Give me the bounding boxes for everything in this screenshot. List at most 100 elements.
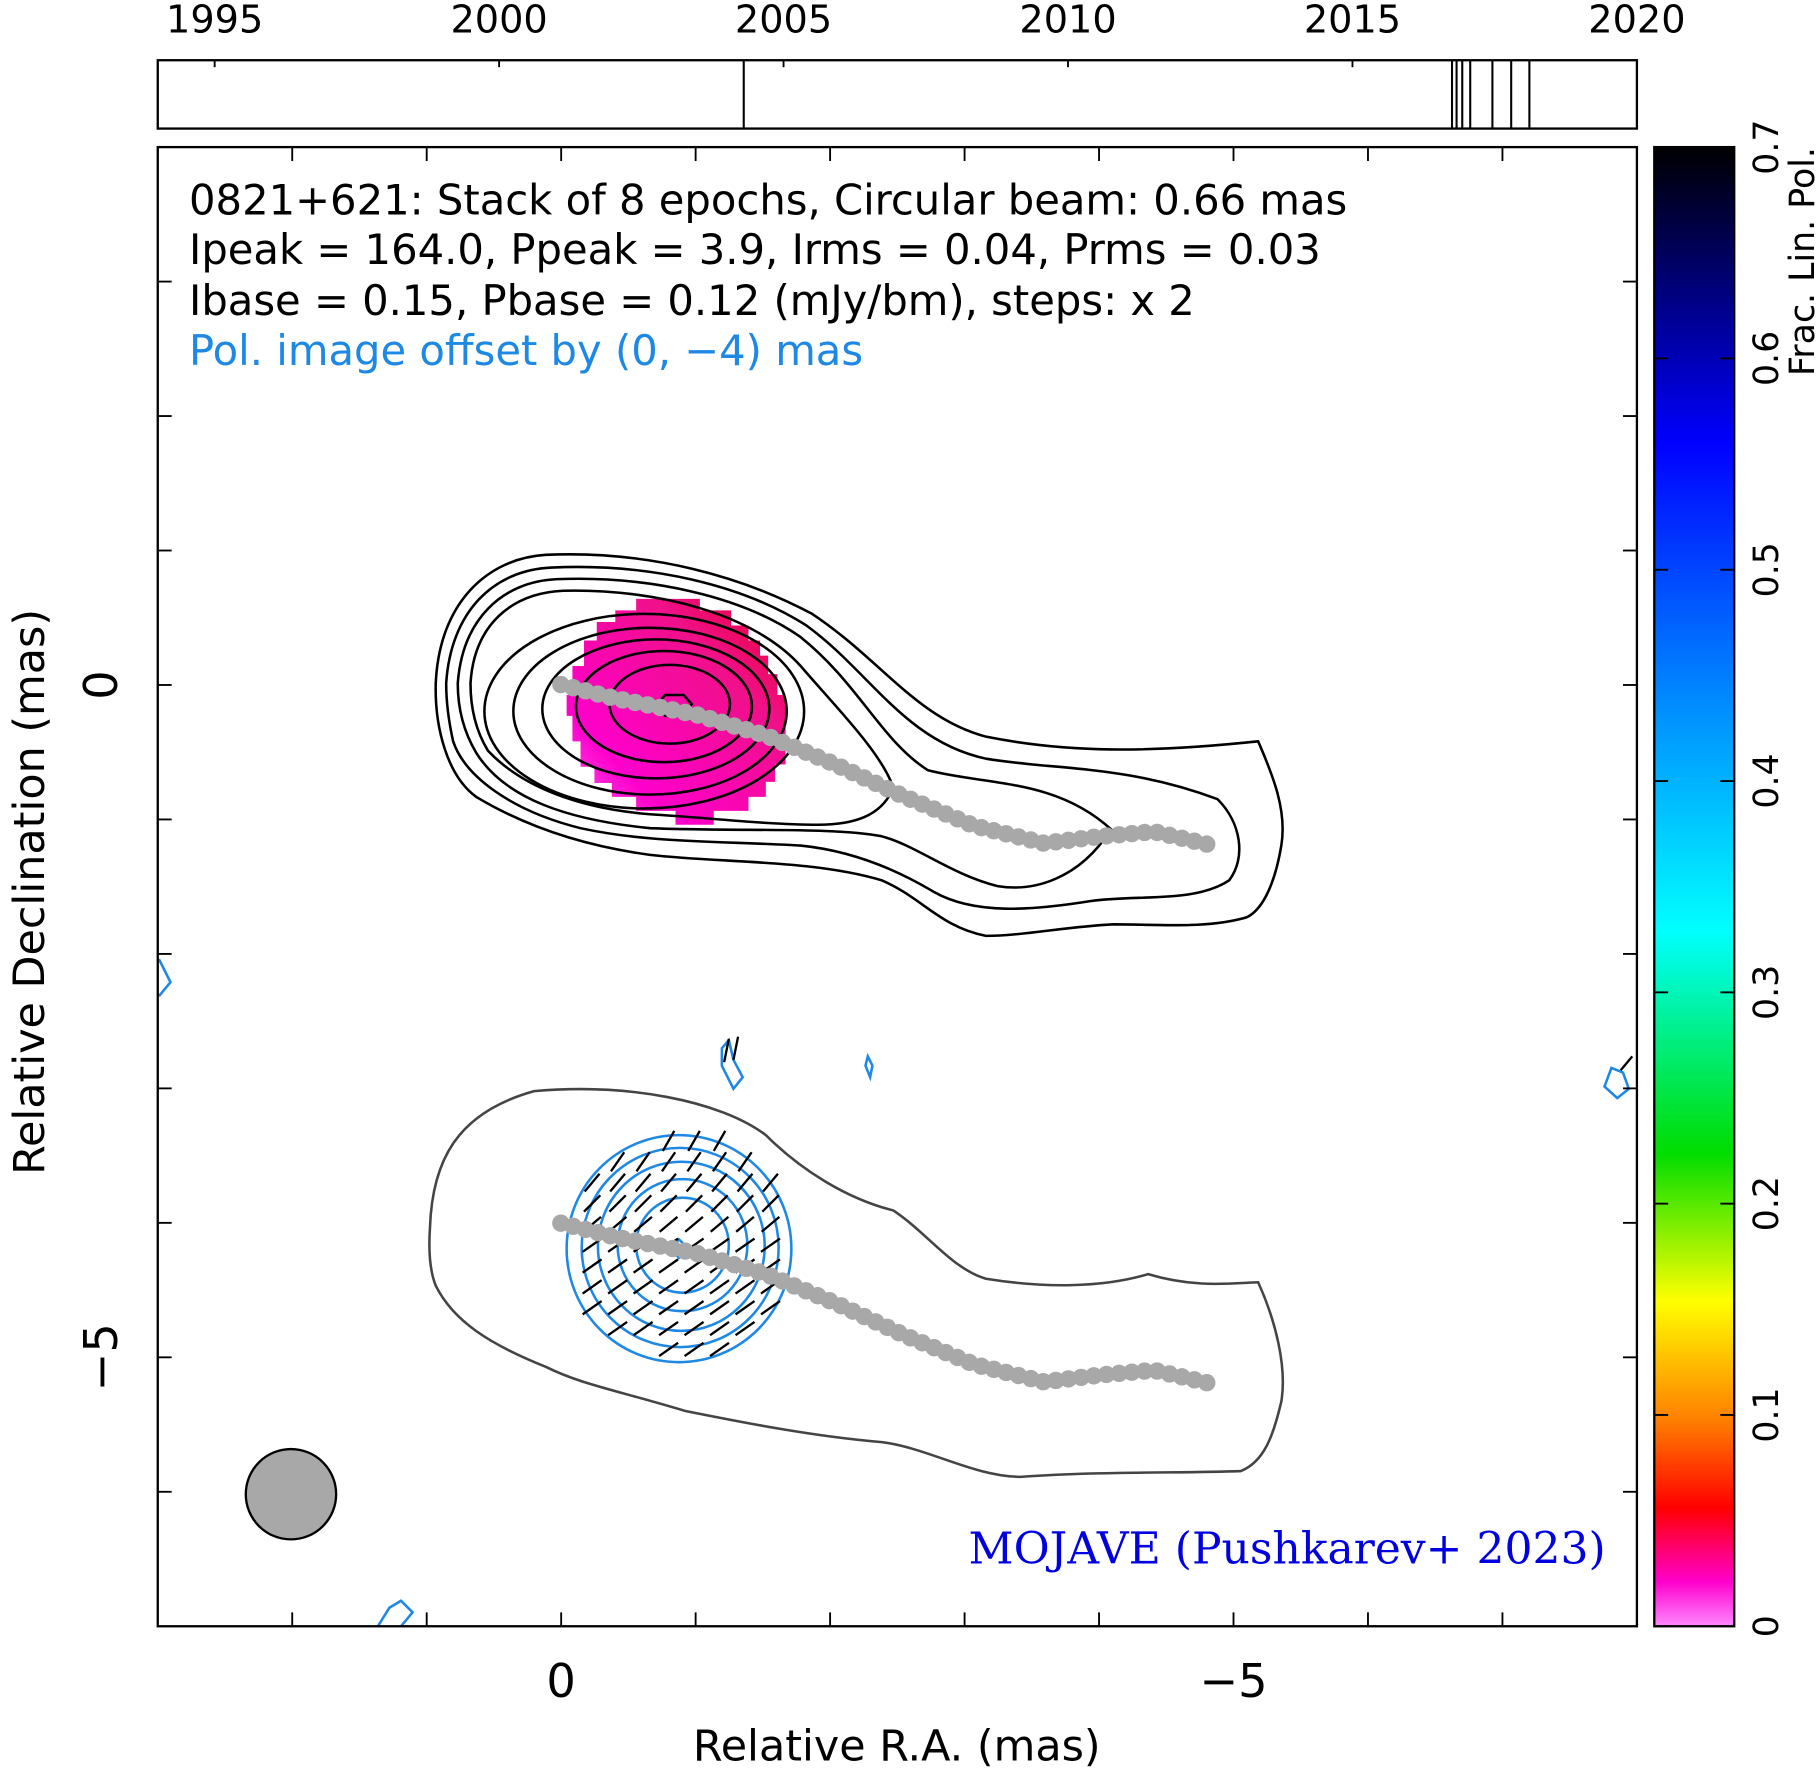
colorbar-tick-label: 0.1	[1747, 1387, 1787, 1442]
evpa-vector	[686, 1151, 702, 1172]
y-tick-label: 0	[74, 670, 128, 699]
credit: MOJAVE (Pushkarev+ 2023)	[969, 1524, 1606, 1575]
year-label: 2010	[1019, 0, 1116, 42]
pol-contour	[376, 1599, 415, 1627]
title-line: 0821+621: Stack of 8 epochs, Circular be…	[189, 175, 1347, 224]
evpa-vector	[632, 1258, 654, 1274]
pol-contour	[580, 1146, 780, 1349]
intensity-outline	[428, 1087, 1285, 1479]
evpa-vector	[683, 1300, 705, 1316]
contour	[444, 565, 1241, 911]
evpa-vector	[685, 1172, 703, 1193]
evpa-vector	[709, 1279, 730, 1295]
evpa-vector	[661, 1151, 677, 1172]
colorbar-tick-label: 0.3	[1747, 965, 1787, 1020]
year-label: 1995	[166, 0, 263, 42]
colorbar-tick-label: 0	[1747, 1615, 1787, 1637]
evpa-vector	[658, 1279, 679, 1295]
evpa-vector	[581, 1300, 603, 1316]
evpa-vector	[632, 1300, 654, 1316]
contour	[434, 553, 1284, 938]
year-label: 2000	[450, 0, 547, 42]
evpa-vector	[607, 1279, 628, 1295]
evpa-vector	[737, 1151, 753, 1172]
evpa-vector	[734, 1279, 756, 1295]
contour	[574, 649, 754, 764]
evpa-vector	[633, 1215, 653, 1233]
evpa-vector	[709, 1341, 730, 1358]
evpa-vector	[683, 1341, 705, 1358]
colorbar-frame	[1653, 145, 1736, 1628]
pol-contour	[157, 958, 173, 997]
evpa-vector	[610, 1151, 626, 1172]
evpa-vector	[635, 1151, 651, 1172]
evpa-vector	[659, 1194, 678, 1213]
colorbar-tick-label: 0.4	[1747, 753, 1787, 808]
evpa-vector	[732, 1036, 740, 1061]
y-tick-label: −5	[74, 1323, 128, 1391]
evpa-vector	[658, 1258, 679, 1274]
evpa-vector	[683, 1279, 705, 1295]
evpa-vector	[660, 1172, 677, 1193]
jet-ridge	[552, 675, 1222, 855]
evpa-vector	[685, 1194, 704, 1213]
evpa-vector	[711, 1172, 728, 1193]
evpa-vector	[736, 1194, 755, 1213]
axes: 0 −5 0 −5	[74, 147, 1637, 1708]
contour	[512, 626, 788, 796]
evpa-vector	[658, 1300, 679, 1316]
evpa-vector	[712, 1130, 727, 1152]
evpa-vector	[607, 1258, 628, 1274]
evpa-vector	[1619, 1055, 1634, 1072]
evpa-vector	[581, 1279, 603, 1295]
title-line: Ibase = 0.15, Pbase = 0.12 (mJy/bm), ste…	[189, 276, 1195, 325]
evpa-vector	[687, 1130, 701, 1152]
evpa-vector	[760, 1237, 781, 1253]
evpa-vector	[607, 1320, 628, 1337]
evpa-vector	[683, 1320, 705, 1337]
contour	[541, 638, 771, 780]
colorbar-label: Frac. Lin. Pol.	[1783, 147, 1819, 376]
evpa-vector	[583, 1194, 602, 1213]
title-line: Pol. image offset by (0, −4) mas	[189, 326, 863, 375]
evpa-vector	[608, 1194, 627, 1213]
colorbar	[1654, 147, 1735, 1627]
evpa-vector	[723, 1038, 730, 1063]
x-tick-label: 0	[546, 1654, 575, 1708]
colorbar-tick-label: 0.5	[1747, 542, 1787, 597]
evpa-vector	[634, 1172, 652, 1193]
evpa-vector	[607, 1300, 628, 1316]
evpa-vector	[709, 1320, 730, 1337]
evpa-vector	[581, 1258, 603, 1274]
evpa-vector	[709, 1215, 730, 1233]
year-label: 2015	[1304, 0, 1401, 42]
beam	[244, 1447, 338, 1541]
contour	[456, 577, 1113, 889]
evpa-vector	[734, 1237, 756, 1253]
evpa-vector	[735, 1215, 755, 1233]
pol-contour	[596, 1160, 766, 1333]
colorbar-tick-label: 0.6	[1747, 331, 1787, 386]
pol-contour	[720, 1037, 745, 1092]
evpa-vector	[658, 1215, 679, 1233]
pol-contour	[565, 1133, 793, 1364]
evpa-vector	[658, 1320, 679, 1337]
image-content	[157, 553, 1634, 1627]
evpa-vector	[760, 1215, 781, 1233]
evpa-vector	[661, 1130, 676, 1152]
colorbar-axis: 0 0.1 0.2 0.3 0.4 0.5 0.6 0.7	[1654, 119, 1787, 1637]
pol-contour	[864, 1052, 874, 1082]
evpa-vector	[761, 1194, 780, 1213]
evpa-vector	[609, 1172, 626, 1193]
timeline: 1995 2000 2005 2010 2015 2020	[166, 0, 1686, 129]
evpa-vector	[709, 1300, 730, 1316]
timeline-frame	[156, 59, 1639, 130]
colorbar-tick-label: 0.2	[1747, 1176, 1787, 1231]
evpa-vector	[632, 1320, 654, 1337]
contour	[655, 693, 694, 718]
evpa-vector	[760, 1300, 781, 1316]
pol-contour	[1602, 1066, 1631, 1100]
evpa-vector	[634, 1194, 653, 1213]
y-axis-label: Relative Declination (mas)	[5, 609, 55, 1175]
